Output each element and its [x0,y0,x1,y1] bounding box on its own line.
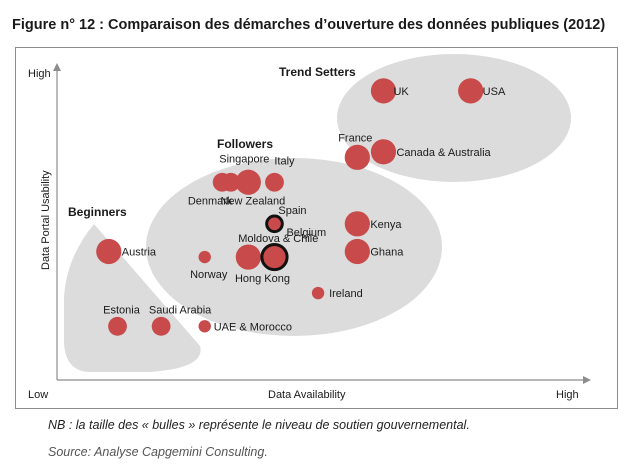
bubble-norway [198,250,211,264]
point-label-denmark: Denmark [188,195,233,207]
x-axis-label: Data Availability [268,389,346,401]
x-tick-high: High [556,389,579,401]
point-label-moldova-and-chile: Moldova & Chile [238,233,318,245]
y-axis-arrow [53,63,61,71]
group-region-followers [146,158,442,336]
group-title-beginners: Beginners [68,205,127,219]
point-label-estonia: Estonia [103,304,141,316]
point-label-belgium: Belgium [286,227,326,239]
chart-frame [15,47,618,409]
bubble-singapore [235,169,261,195]
point-label-new-zealand: New Zealand [220,195,285,207]
y-axis-label: Data Portal Usability [40,170,52,270]
point-label-uk: UK [393,86,409,98]
bubble-austria [96,238,122,265]
point-label-norway: Norway [190,269,228,281]
group-region-beginners [64,224,201,372]
bubble-estonia [108,316,127,336]
point-label-italy: Italy [274,155,295,167]
point-label-austria: Austria [122,247,157,259]
point-label-france: France [338,132,372,144]
point-label-spain: Spain [278,205,306,217]
group-title-trend-setters: Trend Setters [279,65,356,79]
group-title-followers: Followers [217,137,273,151]
bubble-ghana [344,238,370,265]
bubble-saudi-arabia [151,316,171,336]
x-tick-low: Low [28,389,48,401]
bubble-new-zealand [221,172,241,192]
bubble-usa [458,78,484,104]
footnote-source: Source: Analyse Capgemini Consulting. [48,445,268,459]
point-label-usa: USA [483,86,506,98]
bubble-moldova-and-chile [235,244,261,270]
point-label-kenya: Kenya [370,219,402,231]
bubble-canada-and-australia [370,139,397,165]
point-label-singapore: Singapore [219,153,269,165]
bubble-belgium [268,217,281,231]
point-label-ireland: Ireland [329,288,363,300]
point-label-saudi-arabia: Saudi Arabia [149,304,212,316]
figure-title: Figure n° 12 : Comparaison des démarches… [12,17,606,33]
group-region-trend-setters [337,54,571,182]
x-axis-arrow [583,376,591,384]
bubble-uk [370,78,397,104]
bubble-ireland [311,286,325,300]
point-label-hong-kong: Hong Kong [235,273,290,285]
bubble-kenya [344,211,370,237]
bubble-hong-kong [260,242,289,272]
point-label-uae-and-morocco: UAE & Morocco [214,321,292,333]
bubble-italy [265,172,284,192]
point-label-canada-and-australia: Canada & Australia [396,147,491,159]
bubble-france [344,144,370,170]
point-label-ghana: Ghana [370,247,404,259]
y-tick-high: High [28,68,51,80]
bubble-uae-and-morocco [198,320,211,333]
footnote-nb: NB : la taille des « bulles » représente… [48,418,470,432]
